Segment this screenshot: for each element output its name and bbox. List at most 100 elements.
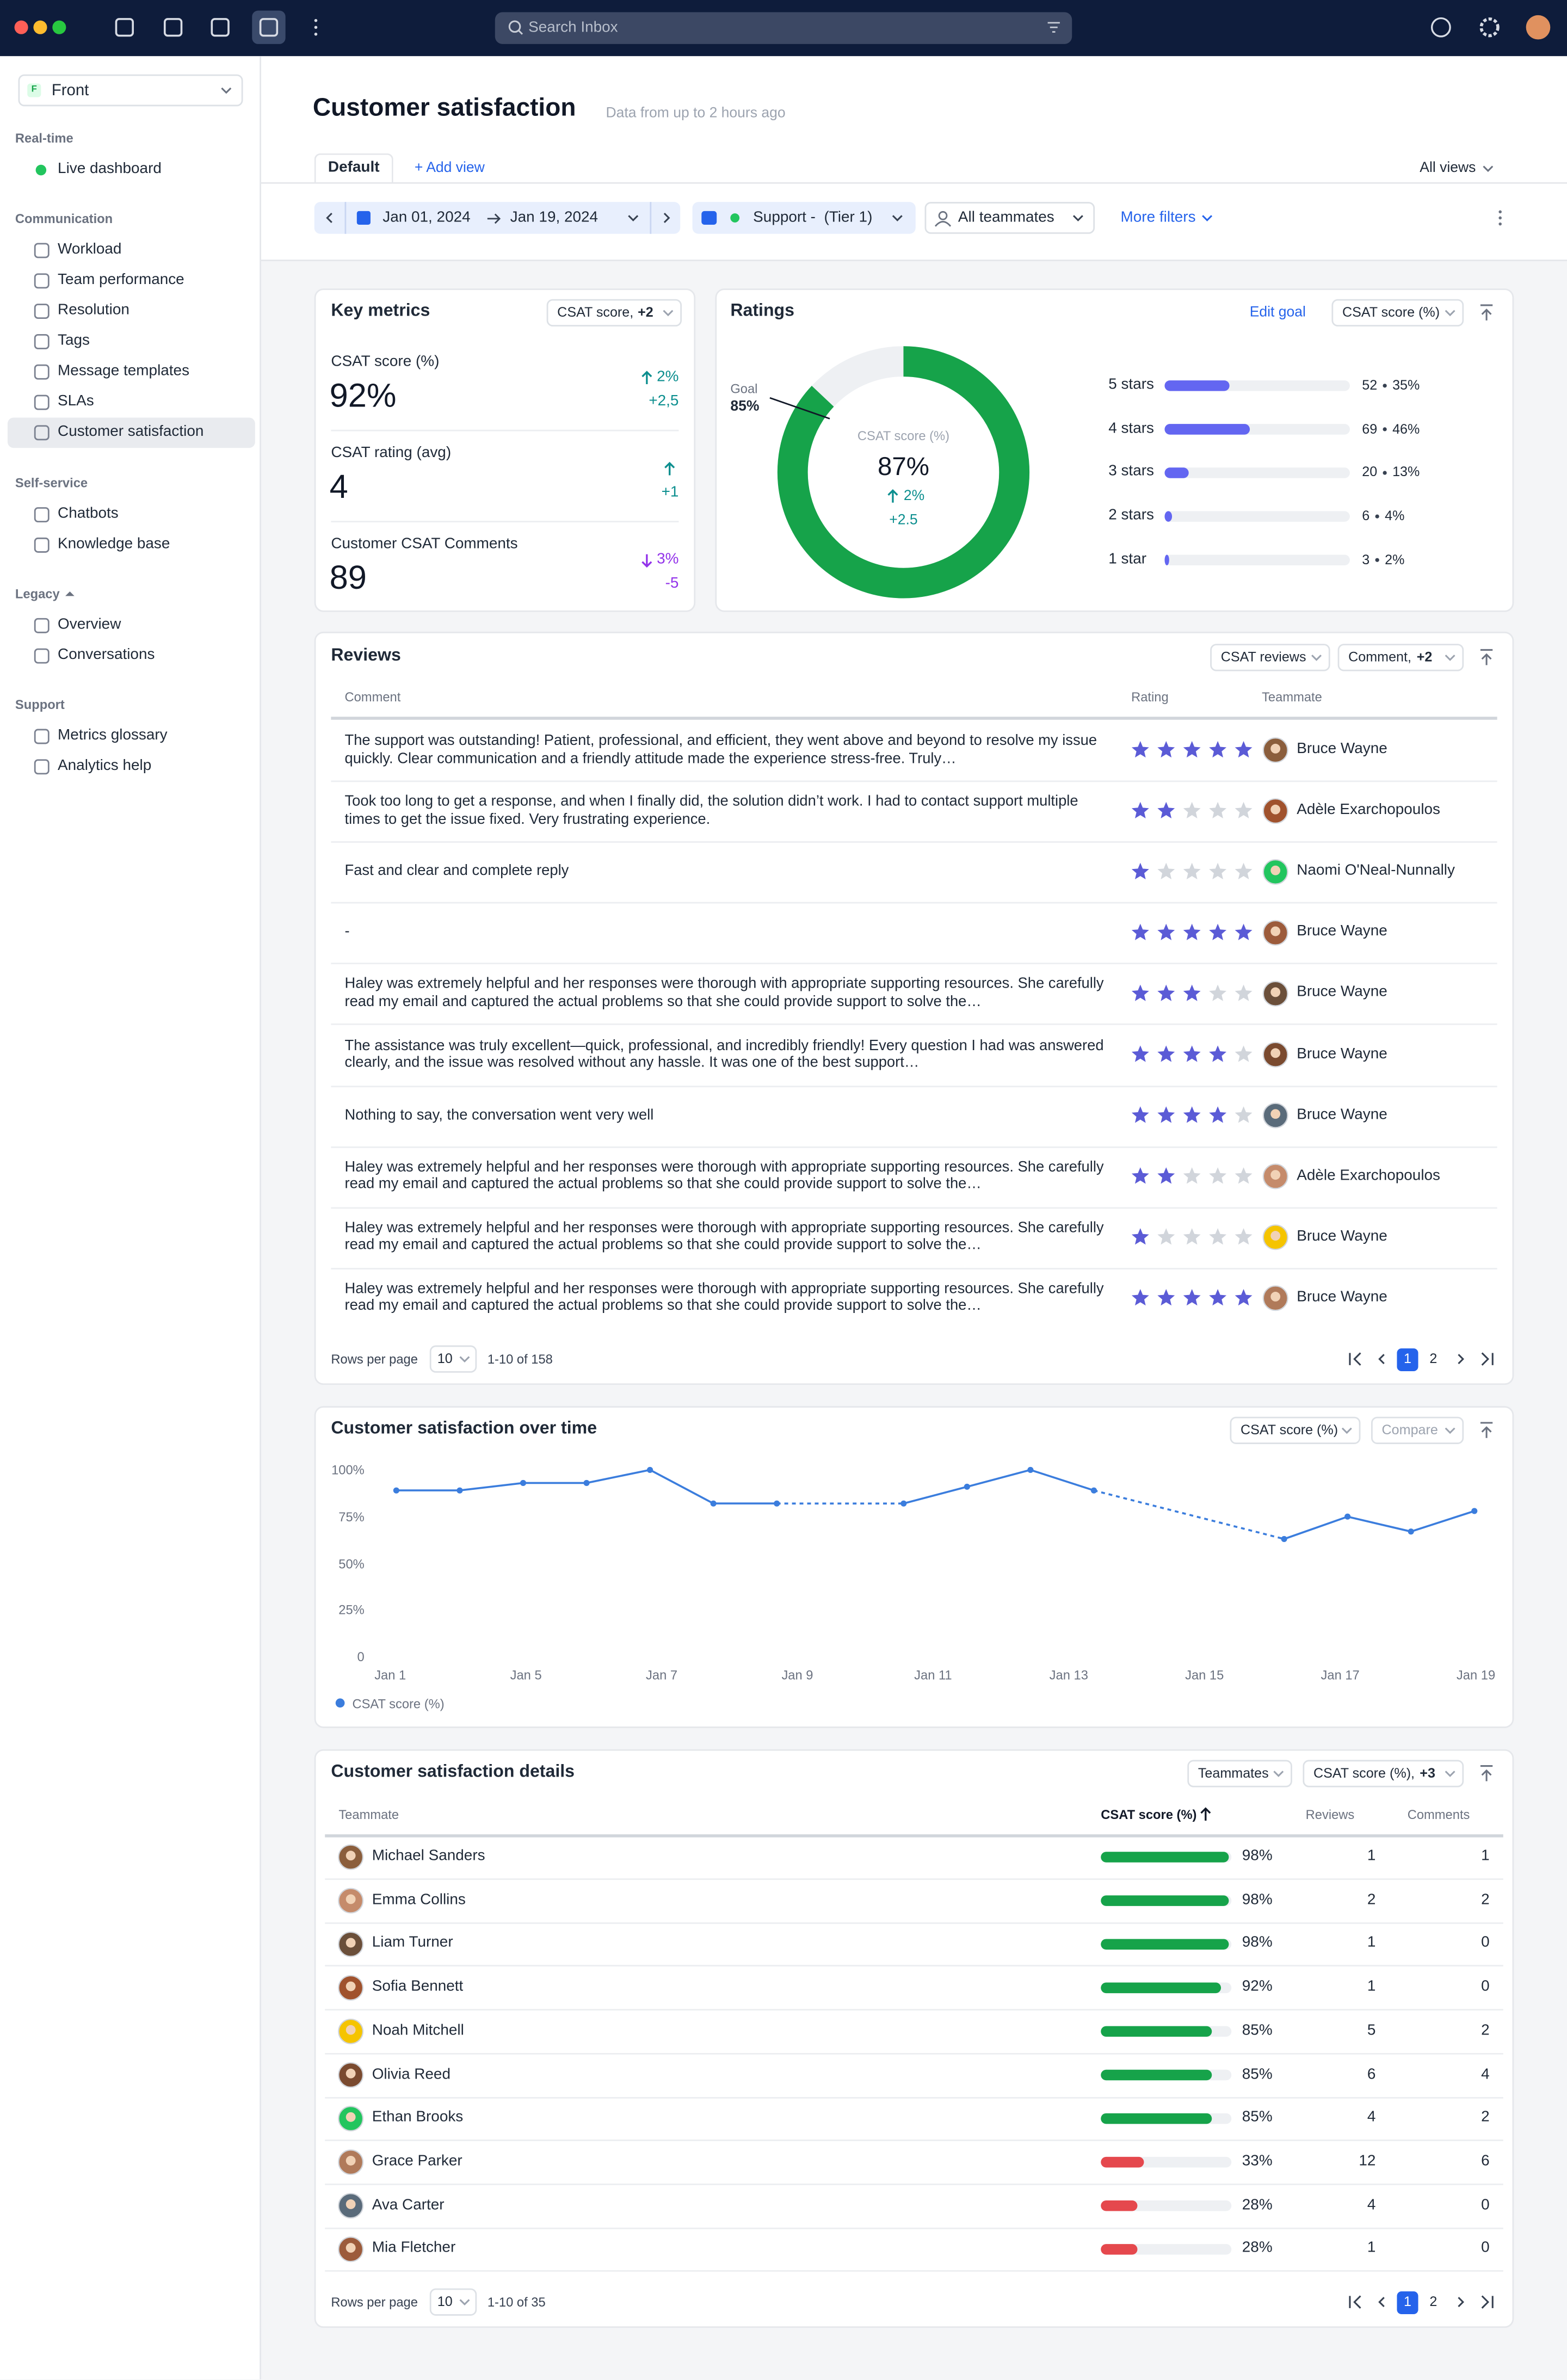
dropdown[interactable]	[546, 299, 682, 326]
dropdown-label[interactable]: CSAT score (%)	[1241, 1422, 1338, 1438]
nav-item[interactable]: Message templates	[58, 362, 190, 380]
dropdown-label[interactable]: CSAT reviews	[1220, 649, 1306, 665]
row-divider	[331, 1267, 1497, 1269]
dropdown-label[interactable]: Comment,	[1348, 649, 1411, 665]
dropdown[interactable]	[1210, 644, 1330, 671]
nav-item[interactable]: Conversations	[58, 646, 155, 664]
star-track	[1164, 554, 1350, 565]
reviews-count: 5	[1367, 2022, 1376, 2039]
dropdown[interactable]	[1230, 1416, 1361, 1444]
section-title: Support	[15, 696, 65, 712]
workspace-select[interactable]	[18, 74, 243, 107]
x-tick-label: Jan 9	[781, 1667, 813, 1682]
nav-item[interactable]: Chatbots	[58, 505, 119, 523]
inbox-filter[interactable]	[692, 202, 916, 234]
card	[314, 1749, 1514, 2328]
column-header: Comments	[1407, 1806, 1470, 1822]
dropdown[interactable]	[1337, 644, 1464, 671]
separator-dot	[1383, 384, 1387, 388]
star-empty	[1209, 1228, 1227, 1245]
line-point	[583, 1479, 590, 1487]
comments-count: 2	[1481, 1891, 1490, 1909]
nav-item[interactable]: Overview	[58, 616, 121, 633]
dropdown-label[interactable]: CSAT score (%)	[1342, 304, 1440, 320]
column-header: Teammate	[338, 1806, 399, 1822]
section-title: Real-time	[15, 130, 73, 146]
page-number[interactable]: 2	[1429, 2293, 1438, 2309]
export-icon	[1480, 1765, 1493, 1781]
page-size[interactable]: 10	[437, 2293, 453, 2309]
nav-item[interactable]: Knowledge base	[58, 536, 170, 553]
search-box[interactable]	[495, 12, 1072, 44]
live-dot	[35, 164, 47, 176]
metric-value: 4	[329, 467, 348, 505]
inbox-label[interactable]: Support - (Tier 1)	[753, 209, 873, 226]
more-filters[interactable]: More filters	[1120, 209, 1196, 226]
star-label: 3 stars	[1108, 464, 1154, 480]
export-icon	[1480, 649, 1493, 665]
nav-item[interactable]: Resolution	[58, 302, 129, 319]
comments-count: 4	[1481, 2065, 1490, 2083]
star-filled	[1235, 1289, 1253, 1306]
goal-marker	[769, 397, 830, 420]
teammates-label[interactable]: All teammates	[958, 209, 1054, 226]
star-filled	[1183, 984, 1201, 1001]
comments-count: 1	[1481, 1848, 1490, 1865]
dropdown-label[interactable]: Teammates	[1198, 1765, 1269, 1781]
dropdown[interactable]	[1303, 1760, 1464, 1787]
dropdown-label[interactable]: CSAT score (%),	[1313, 1765, 1415, 1781]
nav-item[interactable]: Tags	[58, 332, 90, 349]
date-end[interactable]: Jan 19, 2024	[510, 209, 599, 226]
star-empty	[1209, 984, 1227, 1001]
review-comment: Haley was extremely helpful and her resp…	[344, 1158, 1104, 1193]
star-filled	[1183, 741, 1201, 758]
chevron	[1378, 1354, 1385, 1365]
page-size[interactable]: 10	[437, 1351, 453, 1366]
dropdown-extra[interactable]: +2	[638, 304, 653, 320]
page-current[interactable]	[1397, 1347, 1418, 1371]
nav-item[interactable]: SLAs	[58, 393, 94, 410]
dropdown-extra[interactable]: +3	[1420, 1765, 1435, 1781]
nav-item[interactable]: Analytics help	[58, 757, 152, 775]
nav-item[interactable]: Metrics glossary	[58, 727, 168, 744]
column-header[interactable]: CSAT score (%)	[1101, 1806, 1197, 1822]
score-bar	[1101, 2244, 1138, 2255]
teammate-name: Ethan Brooks	[372, 2109, 464, 2126]
dropdown[interactable]	[1331, 299, 1464, 326]
tab[interactable]: Default	[328, 159, 380, 176]
dropdown[interactable]	[1187, 1760, 1292, 1787]
page-current[interactable]	[1397, 2290, 1418, 2314]
dropdown-label[interactable]: Compare	[1381, 1422, 1438, 1438]
workspace-name[interactable]: Front	[51, 81, 89, 99]
reviews-count: 1	[1367, 1935, 1376, 1952]
page-number[interactable]: 1	[1403, 1351, 1411, 1366]
row-divider	[325, 1965, 1503, 1968]
dropdown-label[interactable]: CSAT score,	[557, 304, 634, 320]
metric-label: CSAT score (%)	[331, 354, 440, 371]
nav-item[interactable]: Live dashboard	[58, 161, 162, 178]
page-size-select[interactable]	[429, 2288, 477, 2316]
add-view[interactable]: + Add view	[414, 159, 485, 177]
page-number[interactable]: 2	[1429, 1351, 1438, 1366]
tab-active[interactable]	[314, 153, 393, 184]
arrow-up	[664, 461, 675, 476]
chevron	[1445, 655, 1455, 661]
star-filled	[1131, 741, 1149, 758]
row-divider	[331, 841, 1497, 843]
dropdown-extra[interactable]: +2	[1416, 649, 1433, 665]
nav-item[interactable]: Workload	[58, 241, 122, 258]
date-start[interactable]: Jan 01, 2024	[383, 209, 471, 226]
nav-item[interactable]: Customer satisfaction	[58, 423, 204, 441]
avatar-face	[1270, 1048, 1281, 1058]
all-views[interactable]: All views	[1420, 159, 1476, 177]
section-title: Legacy	[15, 585, 60, 601]
star-empty	[1157, 862, 1175, 879]
nav-item[interactable]: Team performance	[58, 272, 184, 289]
score-bar	[1101, 1852, 1229, 1863]
page-size-select[interactable]	[429, 1345, 477, 1373]
avatar-face	[1270, 743, 1281, 754]
page-number[interactable]: 1	[1403, 2293, 1411, 2309]
edit-goal[interactable]: Edit goal	[1249, 304, 1306, 321]
teammates-filter[interactable]	[924, 202, 1095, 234]
search-placeholder[interactable]: Search Inbox	[528, 19, 618, 36]
